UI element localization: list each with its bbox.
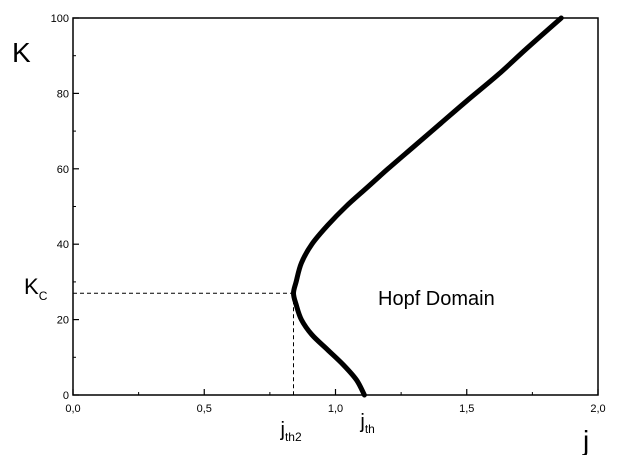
x-tick-label: 0,5: [197, 403, 212, 415]
jth2-label: jth2: [280, 419, 302, 444]
plot-frame: [72, 17, 599, 396]
y-axis-label: K: [12, 37, 31, 68]
y-tick-label: 60: [57, 164, 69, 176]
x-tick-label: 1,5: [459, 403, 474, 415]
kc-label: KC: [24, 274, 48, 303]
x-tick-label: 0,0: [65, 403, 80, 415]
x-axis-label: j: [582, 425, 589, 455]
y-tick-label: 0: [63, 390, 69, 402]
x-tick-label: 2,0: [590, 403, 605, 415]
hopf-boundary-curve: [291, 15, 564, 398]
kc-subscript: C: [39, 289, 48, 303]
y-tick-label: 100: [51, 13, 69, 25]
y-tick-label: 40: [57, 239, 69, 251]
y-tick-label: 80: [57, 88, 69, 100]
jth2-subscript: th2: [285, 430, 302, 444]
jth-label: jth: [359, 411, 374, 436]
y-tick-label: 20: [57, 315, 69, 327]
jth-subscript: th: [365, 422, 375, 436]
hopf-domain-label: Hopf Domain: [378, 288, 495, 310]
x-tick-label: 1,0: [328, 403, 343, 415]
